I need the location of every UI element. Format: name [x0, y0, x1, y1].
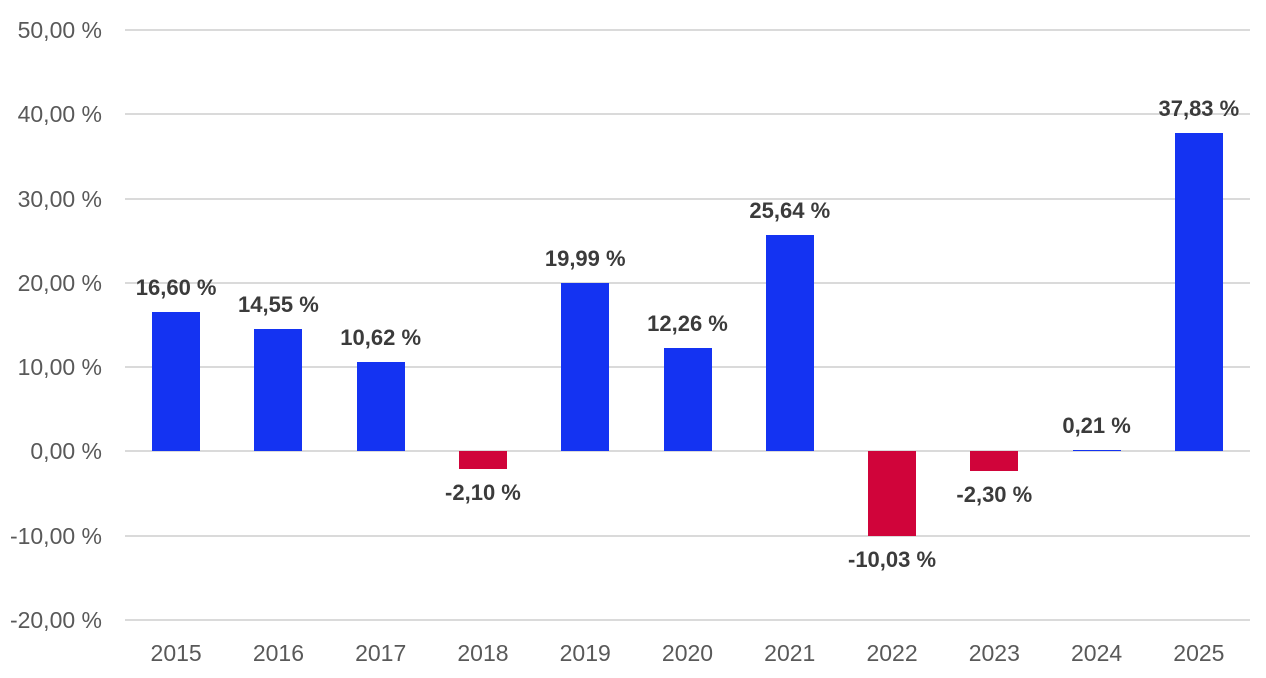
- bar: [970, 451, 1019, 471]
- bar-value-label: -2,30 %: [956, 481, 1033, 507]
- x-axis-tick-label: 2016: [252, 640, 304, 666]
- bar-value-label: 16,60 %: [135, 274, 217, 300]
- bar: [561, 282, 610, 452]
- bar-value-label: 14,55 %: [238, 291, 319, 317]
- bar: [458, 451, 507, 470]
- bar: [254, 328, 303, 452]
- bar-value-label: -2,10 %: [445, 480, 521, 506]
- y-axis-tick-label: 20,00 %: [17, 269, 102, 296]
- bar-value-label: 10,62 %: [340, 324, 422, 350]
- y-axis-tick-label: 30,00 %: [17, 185, 102, 212]
- x-axis-tick-label: 2020: [661, 640, 714, 666]
- gridline: [125, 29, 1250, 31]
- bar-value-label: 12,26 %: [647, 311, 728, 337]
- x-axis-tick-label: 2024: [1070, 640, 1123, 666]
- gridline: [125, 281, 1250, 284]
- gridline: [125, 534, 1250, 537]
- y-axis-tick-label: -20,00 %: [9, 607, 102, 633]
- y-axis-tick-label: 50,00 %: [17, 17, 102, 43]
- bar-value-label: 25,64 %: [749, 198, 831, 224]
- gridline: [125, 197, 1250, 200]
- gridline: [125, 619, 1250, 621]
- bar-value-label: -10,03 %: [848, 546, 937, 572]
- x-axis-tick-label: 2023: [968, 640, 1020, 666]
- bar: [1072, 449, 1121, 452]
- x-axis-tick-label: 2017: [355, 640, 407, 666]
- x-axis-tick-label: 2019: [559, 640, 611, 666]
- gridline: [125, 113, 1250, 116]
- bar: [152, 311, 201, 452]
- bar-value-label: 19,99 %: [544, 245, 626, 271]
- bar-value-label: 37,83 %: [1158, 95, 1240, 121]
- bar: [356, 361, 405, 452]
- x-axis-tick-label: 2022: [866, 640, 918, 666]
- y-axis-tick-label: 0,00 %: [30, 438, 102, 465]
- bar: [868, 451, 917, 536]
- x-axis-tick-label: 2025: [1173, 640, 1225, 666]
- bar: [663, 348, 712, 452]
- x-axis-tick-label: 2015: [150, 640, 202, 666]
- bar-value-label: 0,21 %: [1062, 412, 1131, 438]
- x-axis-tick-label: 2021: [764, 640, 816, 666]
- y-axis-tick-label: 40,00 %: [17, 101, 102, 128]
- bar: [765, 235, 814, 452]
- bar: [1174, 132, 1223, 452]
- y-axis-tick-label: -10,00 %: [9, 522, 102, 549]
- y-axis-tick-label: 10,00 %: [17, 354, 102, 381]
- gridline: [125, 450, 1250, 453]
- x-axis-tick-label: 2018: [457, 640, 509, 666]
